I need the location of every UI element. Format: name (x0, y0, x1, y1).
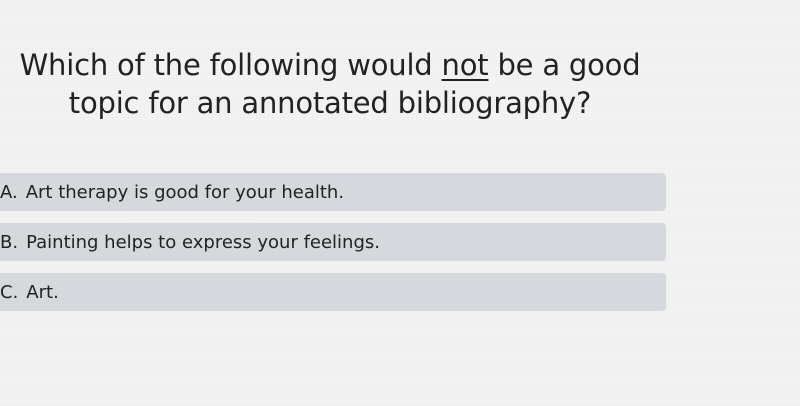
answer-option-a[interactable]: A. Art therapy is good for your health. (0, 173, 666, 211)
answer-option-c[interactable]: C. Art. (0, 273, 666, 311)
question-text-end: be a good topic for an annotated bibliog… (68, 48, 641, 120)
question-text-start: Which of the following would (19, 48, 442, 82)
option-letter: C. (0, 281, 19, 303)
option-text: Painting helps to express your feelings. (26, 231, 380, 253)
question-emphasis: not (441, 48, 489, 82)
question-text: Which of the following would not be a go… (10, 46, 650, 122)
option-letter: A. (0, 181, 18, 203)
option-text: Art therapy is good for your health. (25, 181, 345, 203)
option-letter: B. (0, 231, 19, 253)
option-text: Art. (26, 281, 59, 303)
answer-options: A. Art therapy is good for your health. … (0, 173, 666, 323)
answer-option-b[interactable]: B. Painting helps to express your feelin… (0, 223, 666, 261)
